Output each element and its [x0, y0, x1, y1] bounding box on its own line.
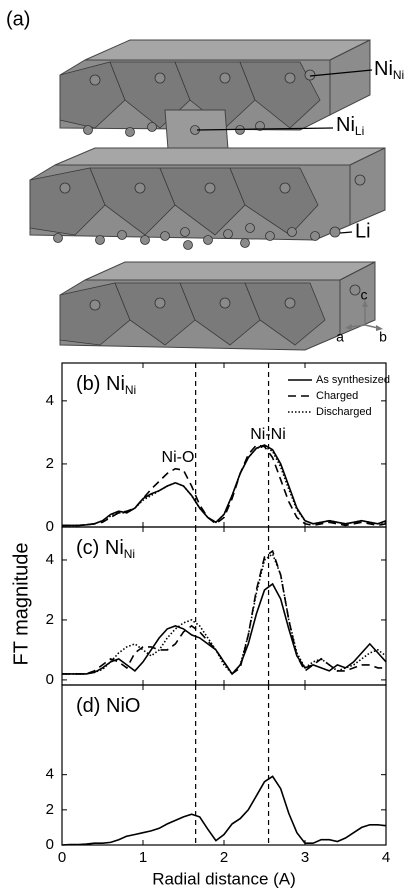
label-sub: Ni — [393, 68, 404, 82]
x-tick-label: 3 — [301, 849, 309, 866]
panel-title: (b) NiNi — [76, 373, 136, 397]
x-tick-label: 0 — [58, 849, 66, 866]
y-tick-label: 2 — [46, 801, 54, 818]
data-line — [62, 551, 386, 674]
legend-label: Discharged — [316, 406, 372, 418]
axis-c-label: c — [361, 287, 368, 303]
x-tick-label: 1 — [139, 849, 147, 866]
x-axis-label: Radial distance (A) — [152, 869, 296, 888]
y-tick-label: 2 — [46, 611, 54, 628]
label-main: Ni — [374, 58, 393, 80]
y-tick-label: 4 — [46, 392, 54, 409]
panel-title: (d) NiO — [76, 695, 140, 717]
title-sub: Ni — [125, 383, 136, 397]
li-label: Li — [355, 220, 371, 242]
annotation: Ni-O — [162, 449, 195, 466]
data-line — [62, 554, 386, 674]
y-tick-label: 4 — [46, 766, 54, 783]
x-tick-label: 2 — [220, 849, 228, 866]
y-tick-label: 2 — [46, 455, 54, 472]
title-main: (b) Ni — [76, 373, 125, 395]
y-tick-label: 4 — [46, 551, 54, 568]
axis-a-label: a — [336, 329, 344, 345]
y-tick-label: 0 — [46, 836, 54, 853]
data-line — [62, 445, 386, 525]
ni-ni-label: NiNi — [374, 58, 404, 82]
y-tick-label: 0 — [46, 671, 54, 688]
y-tick-label: 0 — [46, 518, 54, 535]
title-sub: Ni — [124, 547, 135, 561]
legend-label: Charged — [316, 390, 358, 402]
annotation: Ni-Ni — [250, 426, 286, 443]
data-line — [62, 584, 386, 674]
figure: (a) NiNi NiLi Li c a b 024(b) NiNiNi-ONi… — [0, 0, 418, 893]
panel-title: (c) NiNi — [76, 537, 135, 561]
axis-b-label: b — [379, 329, 387, 345]
title-main: (d) NiO — [76, 695, 140, 717]
y-axis-label: FT magnitude — [10, 542, 32, 665]
structure-drawing — [30, 40, 385, 350]
data-line — [62, 776, 386, 845]
legend-label: As synthesized — [316, 374, 390, 386]
title-main: (c) Ni — [76, 537, 124, 559]
panel-label: (a) — [6, 8, 30, 30]
x-tick-label: 4 — [382, 849, 390, 866]
label-main: Ni — [336, 114, 355, 136]
label-sub: Li — [355, 124, 364, 138]
ni-li-label: NiLi — [336, 114, 364, 138]
